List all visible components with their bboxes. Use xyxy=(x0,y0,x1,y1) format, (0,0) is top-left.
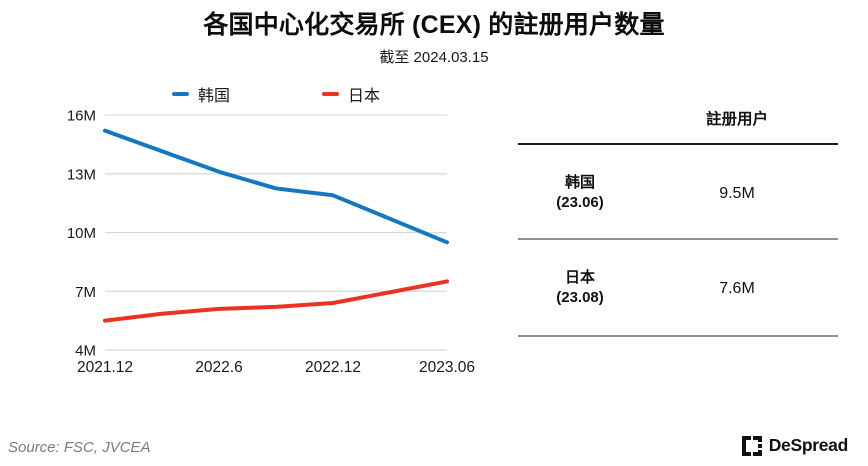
y-axis-label-4M: 4M xyxy=(75,343,96,360)
table-row-korea-label: 韩国 (23.06) xyxy=(530,173,630,213)
page-title: 各国中心化交易所 (CEX) 的註册用户数量 xyxy=(203,11,665,39)
table-header-registered-users: 註册用户 xyxy=(705,111,768,128)
despread-brackets-icon xyxy=(741,435,762,456)
legend-item-korea: 韩国 xyxy=(172,82,230,106)
korea-line-series xyxy=(103,128,449,245)
x-axis-label-2023.06: 2023.06 xyxy=(419,359,475,376)
y-axis-label-13M: 13M xyxy=(67,166,96,183)
table-rule-bottom xyxy=(518,335,838,337)
x-axis-label-2022.12: 2022.12 xyxy=(305,359,361,376)
japan-date: (23.08) xyxy=(556,289,604,306)
source-attribution: Source: FSC, JVCEA xyxy=(8,439,151,456)
korea-date: (23.06) xyxy=(556,194,604,211)
table-rule-middle xyxy=(518,238,838,240)
y-axis-label-7M: 7M xyxy=(75,284,96,301)
brand-logo: DeSpread xyxy=(741,435,849,456)
table-row-japan-label: 日本 (23.08) xyxy=(530,268,630,308)
brand-name: DeSpread xyxy=(768,435,849,455)
y-axis-label-16M: 16M xyxy=(67,108,96,125)
table-rule-top xyxy=(518,143,838,145)
korea-label: 韩国 xyxy=(564,174,595,191)
y-axis-label-10M: 10M xyxy=(67,225,96,242)
japan-line-swatch xyxy=(322,92,340,96)
japan-label: 日本 xyxy=(564,269,595,286)
line-chart: 4M 7M 10M 13M 16M 2021.12 2022.6 2022.12 2023.06 xyxy=(67,108,475,377)
table-row-japan-value: 7.6M xyxy=(719,280,755,297)
legend-label-korea: 韩国 xyxy=(198,88,231,105)
korea-line-swatch xyxy=(172,92,189,96)
x-axis-label-2021.12: 2021.12 xyxy=(77,359,133,376)
legend-item-japan: 日本 xyxy=(322,82,380,106)
japan-line-series xyxy=(103,279,449,323)
page-subtitle: 截至 2024.03.15 xyxy=(379,49,489,66)
legend-label-japan: 日本 xyxy=(348,88,381,105)
table-row-korea-value: 9.5M xyxy=(719,185,755,202)
x-axis-label-2022.6: 2022.6 xyxy=(195,359,242,376)
chart-legend: 韩国 日本 xyxy=(172,82,380,106)
